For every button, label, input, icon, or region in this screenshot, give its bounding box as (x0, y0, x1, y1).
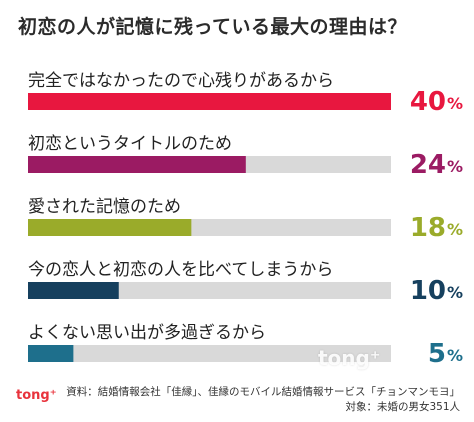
source-line-1: 資料：結婚情報会社「佳縁」、佳縁のモバイル結婚情報サービス「チョンマンモヨ」 (66, 386, 460, 398)
bar (28, 219, 192, 236)
value-label: 18 (410, 213, 446, 243)
category-label: 初恋というタイトルのため (28, 133, 232, 154)
category-label: 愛された記憶のため (28, 197, 181, 217)
value-unit: % (447, 283, 463, 302)
source-line-2: 対象：未婚の男女351人 (345, 401, 460, 413)
bar (28, 345, 74, 362)
bar (28, 282, 119, 299)
value-label: 10 (410, 276, 446, 306)
value-label: 5 (428, 339, 446, 369)
category-label: よくない思い出が多過ぎるから (28, 323, 266, 343)
value-unit: % (447, 346, 463, 365)
bar-track (28, 345, 391, 362)
watermark-logo: tong⁺ (318, 346, 381, 370)
chart-title: 初恋の人が記憶に残っている最大の理由は？ (18, 16, 408, 38)
bar (28, 156, 246, 173)
category-label: 今の恋人と初恋の人を比べてしまうから (28, 259, 333, 280)
brand-logo: tong⁺ (16, 388, 57, 403)
source-note: 資料：結婚情報会社「佳縁」、佳縁のモバイル結婚情報サービス「チョンマンモヨ」 対… (66, 385, 460, 415)
bar (28, 93, 391, 110)
value-unit: % (447, 220, 463, 239)
value-unit: % (447, 94, 463, 113)
category-label: 完全ではなかったので心残りがあるから (28, 71, 334, 91)
value-label: 24 (410, 150, 446, 180)
value-unit: % (447, 157, 463, 176)
value-label: 40 (410, 87, 446, 117)
